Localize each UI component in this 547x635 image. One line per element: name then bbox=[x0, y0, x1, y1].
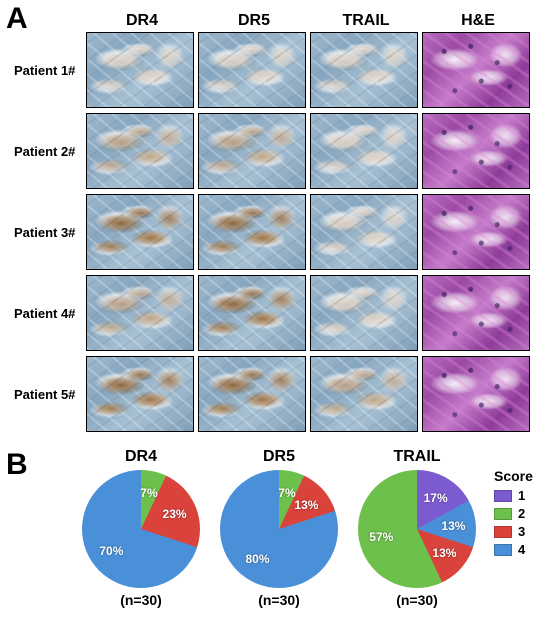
panel-a: DR4 DR5 TRAIL H&E Patient 1#Patient 2#Pa… bbox=[14, 12, 541, 432]
pie-disc bbox=[358, 470, 476, 588]
pie-wrap: 17%13%13%57% bbox=[358, 470, 476, 588]
ihc-tile bbox=[86, 356, 194, 432]
ihc-tile bbox=[310, 113, 418, 189]
ihc-tile bbox=[310, 275, 418, 351]
ihc-tile bbox=[86, 194, 194, 270]
pie-title: TRAIL bbox=[393, 448, 440, 466]
legend-row: 1 bbox=[494, 488, 533, 503]
pie-title: DR4 bbox=[125, 448, 157, 466]
pie-chart: TRAIL 17%13%13%57% (n=30) bbox=[348, 448, 486, 608]
he-tile bbox=[422, 113, 530, 189]
ihc-tile bbox=[310, 356, 418, 432]
pie-charts-row: DR4 7%23%70% (n=30) DR5 7%13%80% (n=30) TRAIL 1… bbox=[72, 448, 541, 608]
ihc-tile bbox=[198, 275, 306, 351]
ihc-tile bbox=[198, 194, 306, 270]
ihc-tile bbox=[310, 32, 418, 108]
legend-title: Score bbox=[494, 468, 533, 484]
ihc-row: Patient 2# bbox=[14, 113, 541, 189]
legend-text: 2 bbox=[518, 506, 525, 521]
score-legend: Score 1 2 3 4 bbox=[494, 468, 533, 560]
col-header-dr4: DR4 bbox=[86, 12, 198, 30]
row-label: Patient 2# bbox=[14, 144, 86, 159]
he-tile bbox=[422, 32, 530, 108]
col-header-trail: TRAIL bbox=[310, 12, 422, 30]
col-header-dr5: DR5 bbox=[198, 12, 310, 30]
row-label: Patient 5# bbox=[14, 387, 86, 402]
legend-row: 3 bbox=[494, 524, 533, 539]
ihc-row: Patient 4# bbox=[14, 275, 541, 351]
ihc-tile bbox=[86, 32, 194, 108]
legend-text: 4 bbox=[518, 542, 525, 557]
he-tile bbox=[422, 356, 530, 432]
he-tile bbox=[422, 275, 530, 351]
legend-swatch bbox=[494, 526, 512, 538]
legend-text: 3 bbox=[518, 524, 525, 539]
legend-row: 4 bbox=[494, 542, 533, 557]
row-label: Patient 3# bbox=[14, 225, 86, 240]
ihc-row: Patient 1# bbox=[14, 32, 541, 108]
pie-chart: DR5 7%13%80% (n=30) bbox=[210, 448, 348, 608]
ihc-row: Patient 5# bbox=[14, 356, 541, 432]
ihc-image-grid: Patient 1# Patient 2# Patient 3# Patient 4#… bbox=[14, 32, 541, 432]
panel-a-col-headers: DR4 DR5 TRAIL H&E bbox=[86, 12, 541, 30]
row-label: Patient 4# bbox=[14, 306, 86, 321]
legend-text: 1 bbox=[518, 488, 525, 503]
row-label: Patient 1# bbox=[14, 63, 86, 78]
he-tile bbox=[422, 194, 530, 270]
ihc-tile bbox=[86, 113, 194, 189]
pie-wrap: 7%13%80% bbox=[220, 470, 338, 588]
pie-n-label: (n=30) bbox=[396, 592, 438, 608]
figure: A DR4 DR5 TRAIL H&E Patient 1#Patient 2#… bbox=[0, 0, 547, 618]
legend-swatch bbox=[494, 544, 512, 556]
ihc-tile bbox=[198, 113, 306, 189]
pie-n-label: (n=30) bbox=[120, 592, 162, 608]
ihc-tile bbox=[86, 275, 194, 351]
ihc-tile bbox=[310, 194, 418, 270]
pie-chart: DR4 7%23%70% (n=30) bbox=[72, 448, 210, 608]
pie-disc bbox=[220, 470, 338, 588]
col-header-he: H&E bbox=[422, 12, 534, 30]
pie-title: DR5 bbox=[263, 448, 295, 466]
ihc-row: Patient 3# bbox=[14, 194, 541, 270]
pie-wrap: 7%23%70% bbox=[82, 470, 200, 588]
pie-n-label: (n=30) bbox=[258, 592, 300, 608]
ihc-tile bbox=[198, 356, 306, 432]
pie-disc bbox=[82, 470, 200, 588]
legend-swatch bbox=[494, 490, 512, 502]
legend-row: 2 bbox=[494, 506, 533, 521]
ihc-tile bbox=[198, 32, 306, 108]
legend-swatch bbox=[494, 508, 512, 520]
panel-b: DR4 7%23%70% (n=30) DR5 7%13%80% (n=30) TRAIL 1… bbox=[14, 448, 541, 608]
